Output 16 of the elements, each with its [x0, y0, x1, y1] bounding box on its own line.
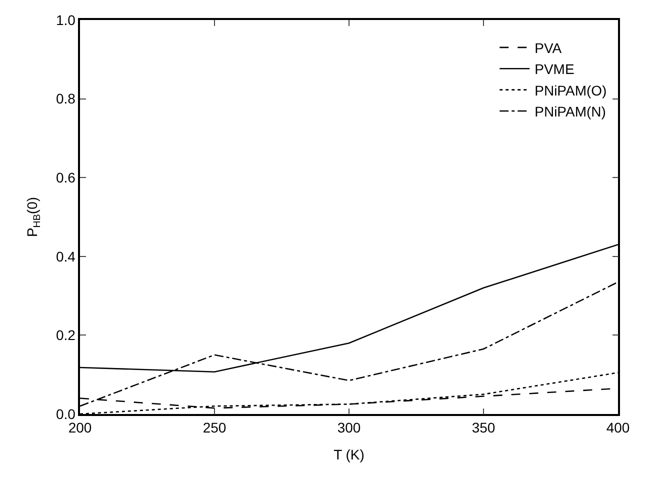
- x-tick-label: 200: [68, 420, 92, 436]
- y-tick-label: 0.8: [56, 90, 76, 107]
- y-tick-label: 0.6: [56, 170, 76, 186]
- x-tick-label: 400: [606, 420, 630, 436]
- x-tick-label: 350: [472, 420, 496, 436]
- y-tick-label: 0.4: [56, 248, 76, 264]
- legend-label: PVA: [534, 40, 562, 56]
- y-tick-label: 0.0: [56, 406, 76, 422]
- x-tick-label: 300: [337, 420, 361, 436]
- x-tick-label: 250: [202, 420, 226, 436]
- legend-label: PNiPAM(O): [534, 82, 607, 98]
- y-tick-label: 1.0: [56, 12, 76, 28]
- legend-label: PVME: [534, 61, 574, 78]
- legend-label: PNiPAM(N): [534, 103, 606, 120]
- x-axis-title: T (K): [334, 446, 364, 462]
- y-tick-label: 0.2: [56, 327, 76, 344]
